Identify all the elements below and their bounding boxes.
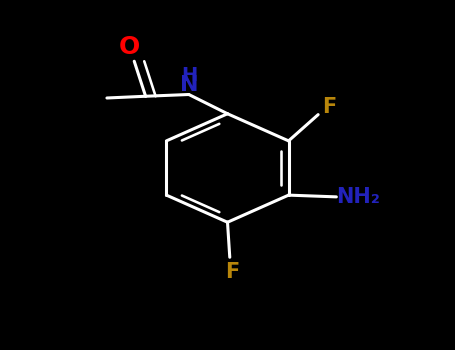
Text: F: F [323, 97, 337, 117]
Text: H: H [182, 66, 198, 85]
Text: N: N [181, 75, 199, 96]
Text: F: F [225, 262, 239, 282]
Text: O: O [119, 35, 140, 59]
Text: NH₂: NH₂ [336, 187, 380, 207]
